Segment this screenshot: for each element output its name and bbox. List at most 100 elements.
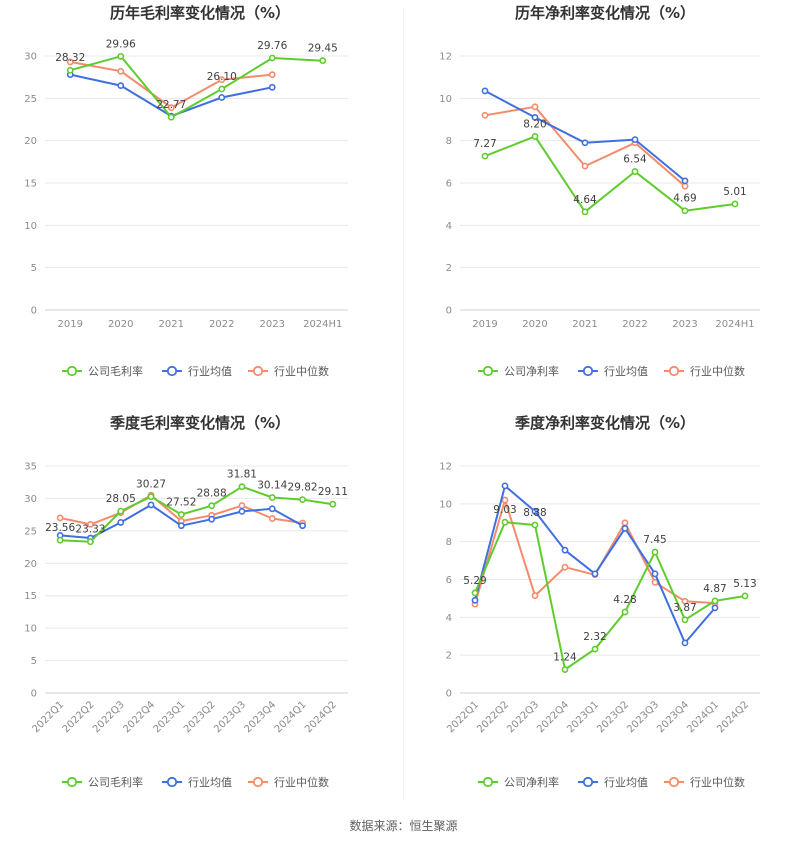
legend-label: 行业均值	[188, 776, 232, 789]
data-point-median	[681, 182, 689, 190]
y-tick-label: 8	[446, 537, 452, 548]
x-tick-label: 2020	[522, 319, 547, 330]
x-tick-label: 2023	[672, 319, 697, 330]
data-point-company	[561, 666, 569, 673]
data-point-company	[56, 536, 64, 544]
legend-item-avg: 行业均值	[162, 776, 232, 789]
x-tick-label: 2024H1	[303, 319, 342, 330]
data-point-avg	[631, 136, 639, 144]
legend-item-avg: 行业均值	[578, 365, 648, 378]
data-point-avg	[268, 505, 276, 513]
data-point-median	[681, 597, 689, 605]
data-point-company	[621, 608, 629, 616]
y-tick-label: 25	[24, 94, 37, 105]
y-tick-label: 2	[446, 263, 452, 274]
legend-label: 公司毛利率	[88, 364, 143, 378]
series-line-median	[484, 105, 686, 187]
data-point-avg	[591, 570, 599, 578]
data-point-median	[531, 592, 539, 599]
y-tick-label: 20	[24, 559, 37, 570]
data-label: 4.69	[673, 193, 696, 205]
data-label: 26.10	[207, 71, 237, 83]
x-tick-label: 2021	[159, 319, 184, 330]
x-tick-label: 2024H1	[715, 319, 754, 330]
y-tick-label: 0	[446, 306, 452, 317]
legend-item-company: 公司毛利率	[62, 364, 143, 378]
data-label: 7.27	[473, 138, 496, 150]
x-tick-label: 2024Q2	[715, 699, 751, 735]
data-point-company	[651, 548, 659, 556]
legend-item-company: 公司毛利率	[62, 775, 143, 789]
x-tick-label: 2023Q3	[625, 699, 661, 735]
data-point-company	[329, 500, 337, 508]
legend-swatch-marker	[668, 776, 680, 788]
data-point-median	[501, 496, 509, 504]
data-point-company	[681, 616, 689, 624]
y-tick-label: 12	[439, 52, 452, 63]
legend-label: 行业中位数	[690, 364, 745, 378]
data-label: 23.56	[45, 522, 75, 534]
data-point-company	[711, 597, 719, 605]
data-point-avg	[117, 82, 125, 90]
x-tick-label: 2023Q1	[565, 699, 601, 735]
data-point-median	[56, 514, 64, 522]
legend-label: 公司净利率	[504, 775, 559, 789]
annual-gross-margin-chart: 历年毛利率变化情况（%） 0 5 10 15 20 25 30 2019 2020 2021 2022…	[24, 4, 348, 378]
data-point-median	[621, 519, 629, 527]
data-label: 29.76	[257, 40, 287, 52]
y-tick-label: 30	[24, 52, 37, 63]
data-point-company	[471, 589, 479, 597]
data-point-median	[268, 515, 276, 522]
data-point-company	[581, 208, 589, 216]
data-point-median	[268, 71, 276, 79]
y-tick-label: 8	[446, 136, 452, 147]
data-point-avg	[208, 515, 216, 523]
y-tick-label: 30	[24, 494, 37, 505]
data-point-avg	[268, 83, 276, 91]
chart-title: 季度毛利率变化情况（%）	[110, 414, 290, 432]
y-tick-label: 15	[24, 179, 37, 190]
data-point-company	[531, 133, 539, 140]
legend-label: 行业均值	[188, 365, 232, 378]
legend-label: 行业均值	[604, 365, 648, 378]
data-point-company	[531, 521, 539, 529]
data-point-company	[268, 494, 276, 501]
x-tick-label: 2022Q1	[30, 699, 66, 735]
chart-title: 历年毛利率变化情况（%）	[110, 4, 290, 22]
data-point-avg	[501, 482, 509, 490]
legend-item-company: 公司净利率	[478, 775, 559, 789]
x-tick-label: 2023	[260, 319, 285, 330]
x-tick-label: 2022Q3	[505, 699, 541, 735]
legend-swatch-marker	[166, 776, 178, 788]
y-tick-label: 10	[439, 499, 452, 510]
data-point-company	[218, 85, 226, 93]
data-point-median	[218, 76, 226, 84]
y-tick-label: 0	[31, 306, 37, 317]
legend-label: 行业中位数	[690, 775, 745, 789]
data-point-median	[167, 104, 175, 112]
data-point-avg	[299, 522, 306, 530]
data-point-company	[117, 507, 125, 515]
legend-swatch-marker	[482, 776, 494, 788]
legend-item-avg: 行业均值	[578, 776, 648, 789]
data-point-company	[741, 592, 749, 600]
legend-swatch-marker	[482, 365, 494, 377]
legend-label: 公司净利率	[504, 364, 559, 378]
x-tick-label: 2022Q3	[91, 699, 127, 735]
data-point-median	[581, 162, 589, 170]
data-point-avg	[651, 570, 659, 578]
x-tick-label: 2019	[472, 319, 497, 330]
y-tick-label: 0	[31, 689, 37, 700]
data-point-avg	[147, 501, 155, 509]
x-tick-label: 2022Q4	[535, 699, 571, 735]
data-point-avg	[531, 113, 539, 121]
y-tick-label: 15	[24, 591, 37, 602]
data-label: 28.32	[55, 52, 85, 64]
legend-label: 行业中位数	[274, 364, 329, 378]
series-line-company	[474, 521, 746, 671]
y-tick-label: 6	[446, 575, 452, 586]
data-point-avg	[177, 522, 185, 530]
data-label: 28.05	[106, 493, 136, 505]
x-tick-label: 2022Q2	[475, 699, 511, 735]
